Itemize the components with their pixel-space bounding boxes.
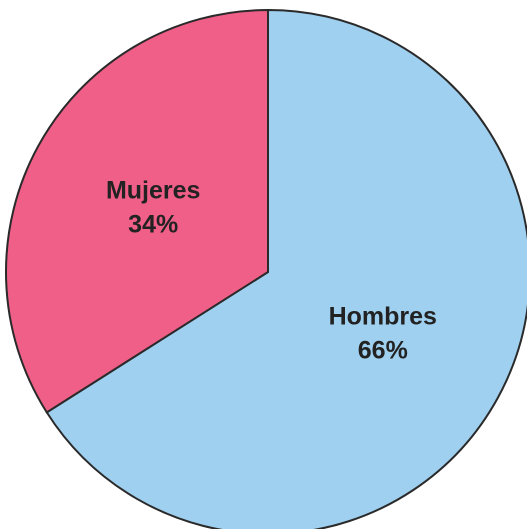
slice-label: Hombres	[329, 303, 437, 331]
pie-slice	[45, 8, 527, 529]
value-label: 34%	[128, 210, 178, 238]
value-label: 66%	[358, 337, 408, 365]
slice-label: Mujeres	[106, 176, 200, 204]
pie-slice	[5, 8, 269, 414]
